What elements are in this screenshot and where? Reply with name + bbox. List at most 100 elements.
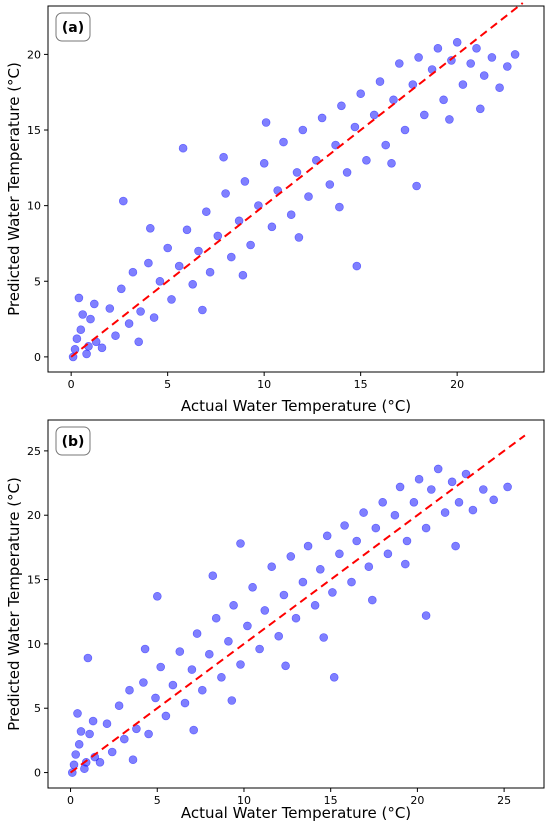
data-point [445,115,454,124]
data-point [414,53,423,62]
data-point [454,497,464,507]
data-point [229,600,238,610]
data-point [194,246,203,256]
data-point [139,678,148,687]
data-point [400,559,410,569]
data-point [219,152,228,162]
data-point [267,222,277,232]
data-point [495,83,504,92]
data-point [85,729,94,739]
data-point [240,177,250,186]
data-point [167,295,176,304]
data-point [281,661,290,671]
data-point [466,59,476,68]
data-point [291,613,301,623]
data-point [378,497,388,507]
data-point [439,95,448,105]
data-point [322,531,332,541]
data-point [458,80,468,89]
y-tick-label-a: 0 [34,351,41,364]
data-point [202,207,211,216]
data-point [335,549,344,559]
data-point [352,536,362,546]
data-point [400,125,410,135]
data-point [421,523,431,533]
data-point [178,143,188,153]
x-tick-label-b: 0 [67,794,74,807]
x-tick-label-a: 15 [354,378,368,391]
data-point [461,469,471,479]
data-point [451,541,460,551]
y-tick-label-b: 15 [27,574,41,587]
data-point [510,50,520,59]
data-point [243,621,252,631]
data-point [95,757,105,767]
data-point [347,577,356,587]
data-point [187,665,197,674]
data-point [286,210,296,219]
data-point [310,600,320,610]
data-point [414,474,424,484]
y-axis-title-a: Predicted Water Temperature (°C) [5,62,23,316]
data-point [198,305,207,315]
data-point [395,482,405,492]
x-tick-label-b: 20 [410,794,424,807]
data-point [447,477,457,487]
y-ticks-b: 0 5 10 15 20 25 [27,445,48,780]
panel-label-box-b: (b) [55,426,91,456]
y-tick-label-a: 5 [34,275,41,288]
data-point [140,644,150,654]
data-point [236,660,245,669]
data-point [409,497,419,507]
data-point [188,279,197,289]
data-point [134,337,143,347]
x-tick-label-a: 5 [164,378,171,391]
y-ticks-a: 0 5 10 15 20 [27,48,48,364]
data-point [412,181,421,191]
data-point [227,252,236,262]
data-point [286,552,296,561]
data-point [74,293,84,303]
reference-line-a [70,2,524,358]
data-point [389,95,398,105]
plot-frame-a [47,5,545,373]
data-point [371,523,381,533]
data-point [189,725,198,735]
data-point [168,680,178,690]
data-point [337,101,346,111]
data-point [149,313,159,322]
data-point [198,685,207,695]
panel-a: 0 5 10 15 20 0 5 10 15 20 (a) Actual Water Tempe… [5,2,545,415]
data-point [279,590,289,600]
data-point [73,709,82,718]
data-point [402,536,412,546]
y-tick-label-b: 25 [27,445,41,458]
data-point [72,334,82,344]
data-point [350,122,360,132]
data-point [163,243,172,253]
data-point [238,270,248,280]
data-point [303,541,313,551]
data-point [408,80,418,89]
data-point [352,261,362,271]
x-tick-label-b: 10 [237,794,251,807]
data-point [174,261,184,271]
x-ticks-b: 0 5 10 15 20 25 [67,788,511,807]
data-point [205,649,214,659]
plot-frame-b [47,419,545,789]
data-point [155,276,165,286]
data-point [88,716,98,726]
data-point [342,168,352,177]
data-point [234,216,244,226]
data-point [387,159,396,168]
data-point [153,591,162,601]
data-point [248,582,257,592]
data-point [340,521,349,530]
data-point [472,43,481,53]
data-point [433,43,443,53]
data-point [359,508,368,517]
data-point [224,636,233,646]
scatter-points-a [68,37,520,362]
y-tick-label-a: 20 [27,48,41,61]
data-point [503,482,512,492]
